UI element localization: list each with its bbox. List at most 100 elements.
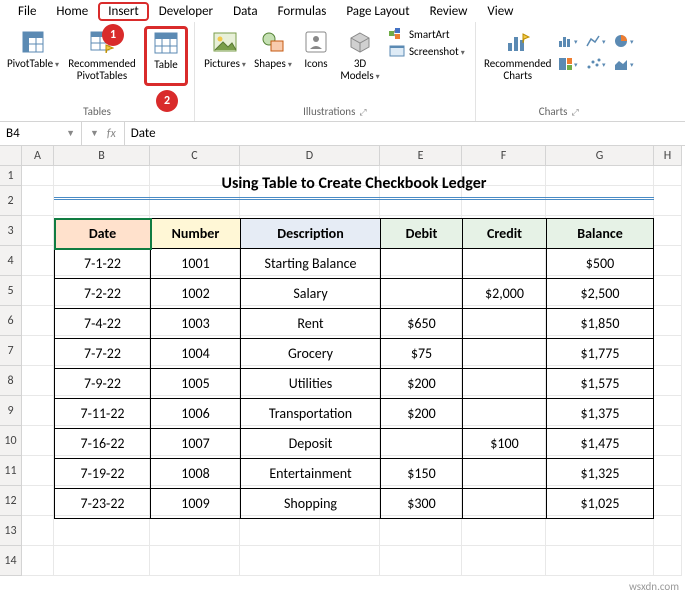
menu-insert[interactable]: Insert (98, 2, 149, 21)
row-header-3[interactable]: 3 (0, 216, 22, 246)
chart-scatter-icon[interactable]: ▾ (584, 53, 608, 75)
column-header-E[interactable]: E (380, 146, 462, 166)
cell-H12[interactable] (654, 486, 682, 516)
ledger-cell[interactable] (381, 249, 463, 279)
cell-H7[interactable] (654, 336, 682, 366)
menu-review[interactable]: Review (420, 2, 478, 21)
cell-H2[interactable] (654, 186, 682, 216)
ledger-cell[interactable]: Entertainment (241, 459, 381, 489)
chart-pie-icon[interactable]: ▾ (612, 30, 636, 52)
name-box[interactable]: B4 ▼ (0, 122, 82, 145)
ledger-cell[interactable]: $200 (381, 369, 463, 399)
pivot-table-button[interactable]: PivotTable (6, 26, 60, 84)
cell-G14[interactable] (546, 546, 654, 576)
ledger-cell[interactable] (381, 429, 463, 459)
row-header-4[interactable]: 4 (0, 246, 22, 276)
screenshot-button[interactable]: Screenshot (385, 43, 469, 59)
ledger-row[interactable]: 7-16-221007Deposit$100$1,475 (55, 429, 654, 459)
icons-button[interactable]: Icons (297, 26, 335, 84)
row-header-6[interactable]: 6 (0, 306, 22, 336)
chart-area-icon[interactable]: ▾ (612, 53, 636, 75)
cell-D14[interactable] (240, 546, 380, 576)
ledger-cell[interactable]: Transportation (241, 399, 381, 429)
cell-A2[interactable] (22, 186, 54, 216)
ledger-row[interactable]: 7-9-221005Utilities$200$1,575 (55, 369, 654, 399)
cell-A10[interactable] (22, 426, 54, 456)
ledger-cell[interactable]: 1006 (151, 399, 241, 429)
ledger-header-balance[interactable]: Balance (547, 219, 654, 249)
ledger-cell[interactable]: Salary (241, 279, 381, 309)
column-header-G[interactable]: G (546, 146, 654, 166)
ledger-cell[interactable]: $500 (547, 249, 654, 279)
cell-H8[interactable] (654, 366, 682, 396)
ledger-cell[interactable]: $2,500 (547, 279, 654, 309)
column-header-A[interactable]: A (22, 146, 54, 166)
column-header-D[interactable]: D (240, 146, 380, 166)
menu-file[interactable]: File (8, 2, 46, 21)
menu-formulas[interactable]: Formulas (268, 2, 337, 21)
row-header-12[interactable]: 12 (0, 486, 22, 516)
ledger-cell[interactable]: $100 (463, 429, 547, 459)
cell-A14[interactable] (22, 546, 54, 576)
ledger-cell[interactable]: 7-2-22 (55, 279, 151, 309)
ledger-cell[interactable]: $75 (381, 339, 463, 369)
ledger-row[interactable]: 7-2-221002Salary$2,000$2,500 (55, 279, 654, 309)
ledger-cell[interactable]: 1005 (151, 369, 241, 399)
ledger-row[interactable]: 7-4-221003Rent$650$1,850 (55, 309, 654, 339)
chart-column-icon[interactable]: ▾ (556, 30, 580, 52)
select-all-corner[interactable] (0, 146, 22, 166)
ledger-cell[interactable]: $1,575 (547, 369, 654, 399)
cell-H3[interactable] (654, 216, 682, 246)
charts-expand-icon[interactable]: ⤢ (571, 107, 578, 118)
ledger-cell[interactable]: $1,850 (547, 309, 654, 339)
cell-A1[interactable] (22, 166, 54, 186)
cell-H14[interactable] (654, 546, 682, 576)
row-header-7[interactable]: 7 (0, 336, 22, 366)
chart-treemap-icon[interactable]: ▾ (556, 53, 580, 75)
chart-line-icon[interactable]: ▾ (584, 30, 608, 52)
cell-H5[interactable] (654, 276, 682, 306)
ledger-cell[interactable]: $1,025 (547, 489, 654, 519)
menu-page-layout[interactable]: Page Layout (336, 2, 419, 21)
ledger-cell[interactable]: $650 (381, 309, 463, 339)
cell-E14[interactable] (380, 546, 462, 576)
cell-H4[interactable] (654, 246, 682, 276)
cell-C14[interactable] (150, 546, 240, 576)
ledger-cell[interactable] (463, 459, 547, 489)
column-header-F[interactable]: F (462, 146, 546, 166)
cell-A9[interactable] (22, 396, 54, 426)
cell-A7[interactable] (22, 336, 54, 366)
ledger-cell[interactable]: 7-11-22 (55, 399, 151, 429)
ledger-cell[interactable]: 1009 (151, 489, 241, 519)
column-header-H[interactable]: H (654, 146, 682, 166)
ledger-row[interactable]: 7-1-221001Starting Balance$500 (55, 249, 654, 279)
ledger-cell[interactable]: $150 (381, 459, 463, 489)
ledger-cell[interactable] (463, 369, 547, 399)
row-header-11[interactable]: 11 (0, 456, 22, 486)
ledger-cell[interactable] (463, 339, 547, 369)
ledger-cell[interactable]: $200 (381, 399, 463, 429)
cell-A5[interactable] (22, 276, 54, 306)
ledger-cell[interactable] (463, 489, 547, 519)
row-header-2[interactable]: 2 (0, 186, 22, 216)
column-header-B[interactable]: B (54, 146, 150, 166)
cell-H6[interactable] (654, 306, 682, 336)
shapes-button[interactable]: Shapes (251, 26, 295, 84)
ledger-cell[interactable]: $2,000 (463, 279, 547, 309)
cell-A13[interactable] (22, 516, 54, 546)
ledger-cell[interactable]: Starting Balance (241, 249, 381, 279)
formula-input[interactable]: Date (125, 126, 685, 141)
menu-developer[interactable]: Developer (149, 2, 223, 21)
table-button[interactable]: Table (144, 26, 188, 86)
row-header-8[interactable]: 8 (0, 366, 22, 396)
cell-H11[interactable] (654, 456, 682, 486)
cell-E13[interactable] (380, 516, 462, 546)
name-box-dropdown-icon[interactable]: ▼ (66, 128, 75, 139)
ledger-cell[interactable]: 7-7-22 (55, 339, 151, 369)
ledger-cell[interactable]: 7-19-22 (55, 459, 151, 489)
fx-icon[interactable]: fx (107, 127, 116, 141)
ledger-cell[interactable]: 1007 (151, 429, 241, 459)
ledger-header-date[interactable]: Date (55, 219, 151, 249)
cell-F14[interactable] (462, 546, 546, 576)
ledger-row[interactable]: 7-23-221009Shopping$300$1,025 (55, 489, 654, 519)
